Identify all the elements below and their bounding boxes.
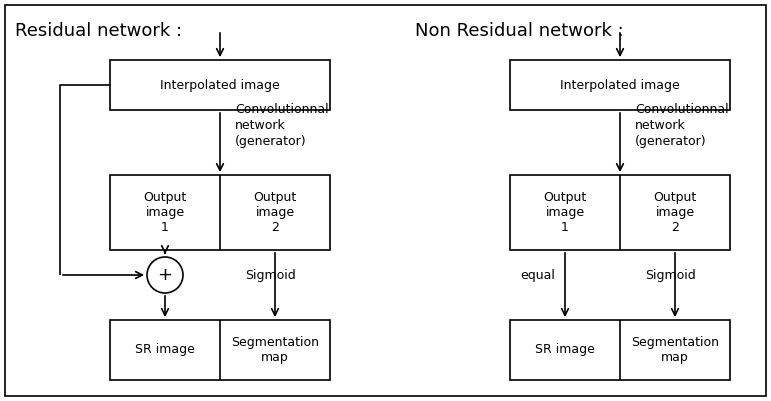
Text: Convolutionnal
network
(generator): Convolutionnal network (generator) xyxy=(235,103,328,148)
Bar xyxy=(510,175,730,250)
Text: Sigmoid: Sigmoid xyxy=(245,269,296,282)
Text: Convolutionnal
network
(generator): Convolutionnal network (generator) xyxy=(635,103,729,148)
Text: Non Residual network :: Non Residual network : xyxy=(415,22,624,40)
Text: Output
image
1: Output image 1 xyxy=(143,191,187,234)
Text: Interpolated image: Interpolated image xyxy=(560,79,680,91)
Text: +: + xyxy=(157,266,173,284)
Text: Output
image
2: Output image 2 xyxy=(653,191,697,234)
Text: SR image: SR image xyxy=(135,344,195,356)
Bar xyxy=(110,320,330,380)
Bar xyxy=(510,320,730,380)
Bar xyxy=(110,60,330,110)
Text: equal: equal xyxy=(520,269,555,282)
Text: Output
image
1: Output image 1 xyxy=(544,191,587,234)
Text: Sigmoid: Sigmoid xyxy=(645,269,695,282)
Text: Interpolated image: Interpolated image xyxy=(160,79,280,91)
Text: Output
image
2: Output image 2 xyxy=(254,191,297,234)
Text: SR image: SR image xyxy=(535,344,595,356)
Bar xyxy=(110,175,330,250)
Text: Residual network :: Residual network : xyxy=(15,22,182,40)
Bar xyxy=(510,60,730,110)
Text: Segmentation
map: Segmentation map xyxy=(631,336,719,364)
Text: Segmentation
map: Segmentation map xyxy=(231,336,319,364)
